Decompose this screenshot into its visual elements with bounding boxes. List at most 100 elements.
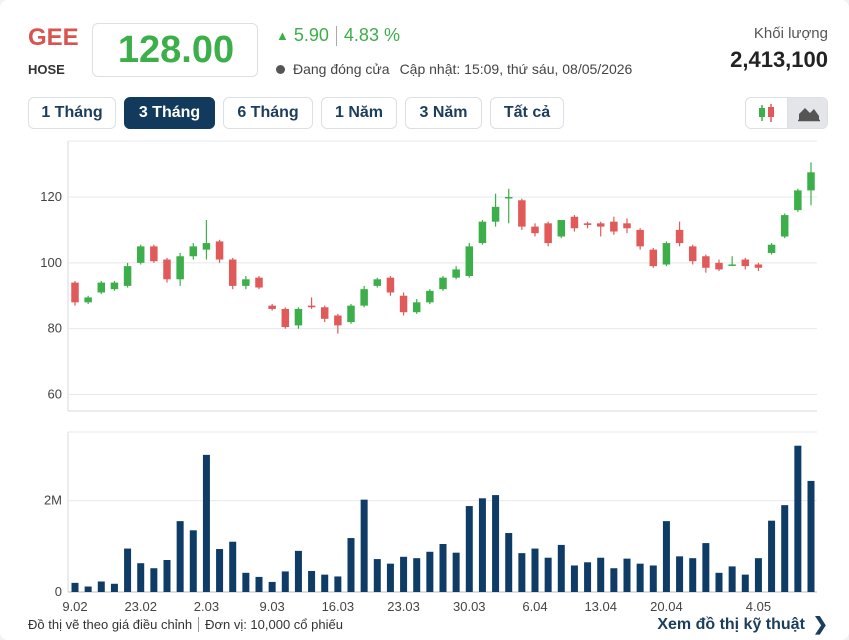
price-tick-label: 80 <box>48 321 62 336</box>
volume-bar <box>478 498 486 592</box>
candle-body <box>544 223 552 244</box>
volume-bar <box>531 548 539 592</box>
unit-note: Đơn vị: 10,000 cổ phiếu <box>205 617 343 632</box>
candle-body <box>202 243 211 250</box>
volume-bar <box>281 571 289 592</box>
price-tick-label: 120 <box>40 189 62 204</box>
volume-bar <box>544 557 552 592</box>
candle-body <box>478 221 487 244</box>
candle-body <box>412 302 421 313</box>
candle-body <box>570 216 579 229</box>
divider <box>335 25 337 46</box>
price-tick-label: 60 <box>48 387 62 402</box>
tab-3-months[interactable]: 3 Tháng <box>124 97 215 129</box>
volume-bar <box>216 549 224 592</box>
candle-body <box>334 315 342 326</box>
volume-bar <box>597 557 605 592</box>
candle-body <box>452 269 460 278</box>
volume-bar <box>570 565 578 592</box>
volume-tick-label: 0 <box>55 584 62 599</box>
volume-bar <box>741 574 749 592</box>
tab-1-month[interactable]: 1 Tháng <box>28 97 116 129</box>
candle-body <box>294 308 303 326</box>
candle-body <box>702 256 710 268</box>
current-price: 128.00 <box>117 29 235 71</box>
x-tick-label: 4.05 <box>746 599 771 614</box>
candle-body <box>504 196 513 199</box>
volume-bar <box>557 544 565 592</box>
chart-axes: 60 80 100 120 0 2M 9.02 23.02 2.03 9.03 16.03 23.03… <box>40 189 771 614</box>
candle-body <box>531 226 539 234</box>
candle-body <box>71 282 79 303</box>
volume-bar <box>728 566 736 592</box>
volume-bar <box>439 544 447 592</box>
volume-bar <box>163 560 171 592</box>
volume-series <box>71 445 815 592</box>
volume-bar <box>150 568 158 592</box>
candle-body <box>715 262 723 270</box>
candle-body <box>807 172 815 191</box>
status-text: Đang đóng cửa <box>293 61 390 77</box>
technical-chart-link[interactable]: Xem đồ thị kỹ thuật ❯ <box>657 614 828 635</box>
candle-body <box>228 259 237 286</box>
candle-body <box>242 279 250 286</box>
x-tick-label: 13.04 <box>584 599 617 614</box>
volume-bar <box>334 576 342 592</box>
volume-bar <box>84 586 92 592</box>
volume-bar <box>229 541 237 592</box>
candle-body <box>728 264 736 266</box>
volume-bar <box>400 556 408 592</box>
volume-bar <box>662 521 670 592</box>
candle-body <box>268 305 276 309</box>
candle-body <box>255 277 263 288</box>
volume-bar <box>807 480 815 592</box>
candle-body <box>136 246 145 263</box>
tab-6-months[interactable]: 6 Tháng <box>223 97 313 129</box>
price-change: ▲ 5.90 4.83 % <box>276 25 400 46</box>
volume-bar <box>268 581 276 592</box>
x-tick-label: 16.03 <box>322 599 355 614</box>
x-tick-label: 30.03 <box>453 599 486 614</box>
volume-bar <box>386 563 394 592</box>
candlestick-icon[interactable] <box>746 98 787 128</box>
price-box: 128.00 <box>92 23 258 77</box>
tab-1-year[interactable]: 1 Năm <box>321 97 397 129</box>
candle-body <box>307 305 316 308</box>
volume-bar <box>124 548 132 592</box>
volume-bar <box>505 533 513 592</box>
candle-body <box>780 215 789 237</box>
candle-body <box>518 200 526 227</box>
candle-body <box>741 259 750 267</box>
candle-body <box>176 256 184 280</box>
volume-bar <box>623 558 631 592</box>
x-tick-label: 23.03 <box>387 599 420 614</box>
candle-body <box>189 246 198 257</box>
tab-3-years[interactable]: 3 Năm <box>405 97 482 129</box>
volume-bar <box>110 583 118 592</box>
divider <box>198 617 200 632</box>
volume-bar <box>294 550 302 592</box>
x-tick-label: 9.02 <box>62 599 87 614</box>
volume-bar <box>202 454 210 592</box>
x-tick-label: 6.04 <box>522 599 547 614</box>
volume-bar <box>242 572 250 592</box>
market-status: Đang đóng cửa Cập nhật: 15:09, thứ sáu, … <box>276 61 632 77</box>
candle-body <box>347 305 355 323</box>
up-arrow-icon: ▲ <box>276 28 289 43</box>
price-tick-label: 100 <box>40 255 62 270</box>
candle-body <box>557 220 566 237</box>
volume-bar <box>465 506 473 592</box>
volume-bar <box>492 495 500 592</box>
area-chart-icon[interactable] <box>787 98 827 128</box>
candle-body <box>754 264 763 268</box>
candle-body <box>215 241 224 260</box>
volume-label: Khối lượng <box>753 25 828 42</box>
volume-bar <box>321 574 329 592</box>
candle-body <box>386 277 395 293</box>
candle-body <box>281 308 290 328</box>
tab-all[interactable]: Tất cả <box>490 97 564 129</box>
volume-bar <box>781 505 789 592</box>
ticker-symbol: GEE <box>28 24 79 51</box>
candle-body <box>399 295 408 313</box>
